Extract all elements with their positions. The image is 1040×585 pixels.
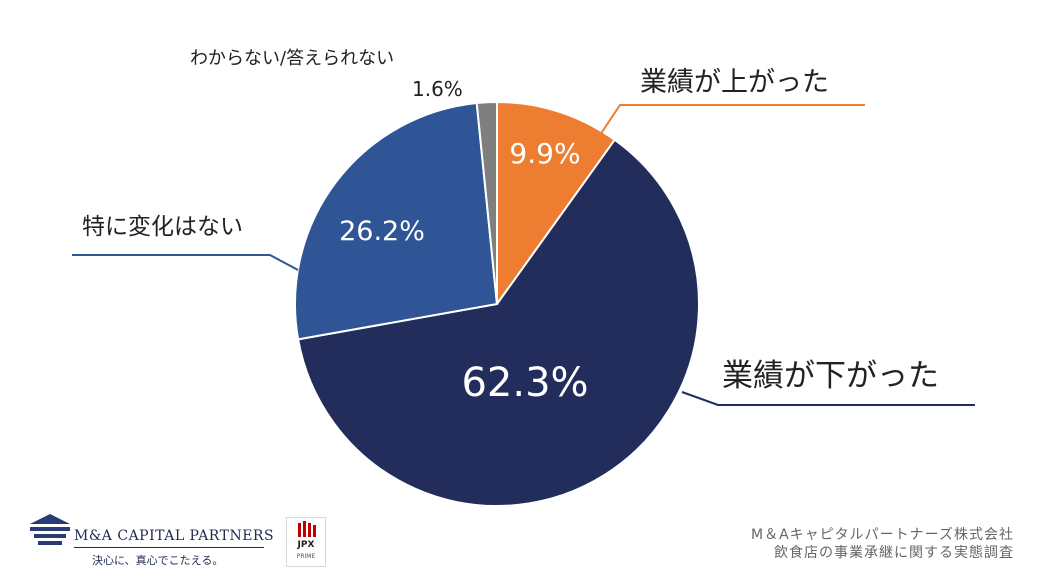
exchange-name: JPX <box>297 540 315 550</box>
pie-slice-up <box>496 100 617 308</box>
source-line-1: M＆Aキャピタルパートナーズ株式会社 <box>751 527 1014 543</box>
exchange-market: PRIME <box>296 553 316 560</box>
company-tagline: 決心に、真心でこたえる。 <box>92 554 224 567</box>
pie-slice-nochange <box>294 101 499 341</box>
slice-label-unknown: わからない/答えられない <box>190 48 394 69</box>
slice-value-down: 62.3% <box>461 360 588 406</box>
leader-line-down <box>681 391 975 406</box>
company-logo: M&A CAPITAL PARTNERS 決心に、真心でこたえる。 <box>30 512 280 572</box>
source-credit: M＆Aキャピタルパートナーズ株式会社 飲食店の事業承継に関する実態調査 <box>751 526 1014 562</box>
source-line-2: 飲食店の事業承継に関する実態調査 <box>774 545 1014 561</box>
pie-slices <box>294 100 700 507</box>
slice-label-nochange: 特に変化はない <box>82 214 243 240</box>
company-logo-rule <box>74 547 264 548</box>
slice-label-down: 業績が下がった <box>722 358 939 394</box>
slice-value-nochange: 26.2% <box>339 216 425 247</box>
pie-slice-down <box>296 138 700 507</box>
company-name: M&A CAPITAL PARTNERS <box>74 528 275 544</box>
exchange-badge: JPX PRIME <box>286 517 326 567</box>
slice-value-unknown: 1.6% <box>412 77 463 101</box>
slice-value-up: 9.9% <box>509 137 580 170</box>
slice-value-labels: 9.9% 62.3% 26.2% 1.6% <box>339 77 588 406</box>
leader-line-up <box>597 104 865 139</box>
slice-label-up: 業績が上がった <box>640 67 829 98</box>
jpx-logo-icon <box>298 521 316 537</box>
leader-lines <box>72 104 975 406</box>
leader-line-nochange <box>72 254 299 271</box>
company-logo-icon <box>30 514 70 545</box>
pie-slice-unknown <box>475 100 498 305</box>
